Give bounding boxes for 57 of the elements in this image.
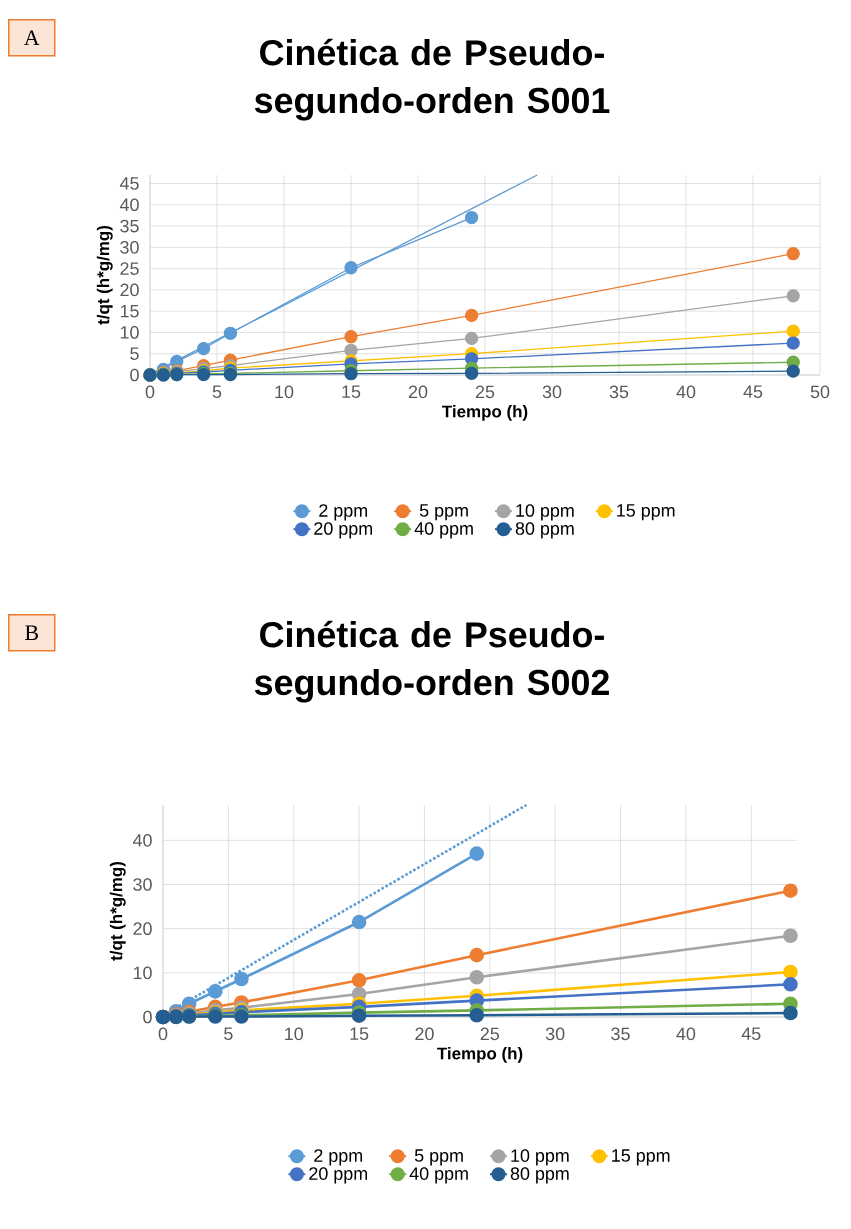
x-tick-label: 50 — [810, 385, 830, 399]
chart-title: Cinética de Pseudo-segundo-orden S002 — [254, 620, 609, 703]
y-tick-label: 40 — [119, 198, 139, 212]
x-tick-label: 5 — [212, 385, 222, 399]
x-tick-label: 25 — [480, 1027, 500, 1041]
legend-label: 20 ppm — [309, 1167, 368, 1184]
x-tick-label: 20 — [415, 1027, 434, 1041]
x-tick-label: 15 — [350, 1027, 369, 1041]
y-tick-label: 15 — [120, 304, 139, 318]
legend-label: 40 ppm — [409, 1167, 468, 1184]
y-tick-label: 10 — [120, 326, 139, 339]
x-tick-label: 10 — [285, 1027, 303, 1041]
text: B — [25, 625, 38, 640]
y-tick-label: 0 — [143, 1010, 152, 1024]
legend-label: 10 ppm — [511, 1149, 569, 1166]
y-tick-label: 30 — [133, 878, 152, 891]
x-tick-label: 35 — [611, 1027, 630, 1041]
x-tick-label: 40 — [676, 385, 696, 399]
x-tick-label: 25 — [475, 385, 495, 399]
x-axis-title: Tiempo (h) — [442, 405, 528, 421]
legend-label: 40 ppm — [414, 522, 473, 539]
x-axis-title: Tiempo (h) — [437, 1047, 523, 1063]
legend-label: 80 ppm — [515, 522, 574, 539]
legend-label: 15 ppm — [612, 1149, 670, 1166]
legend-label: 10 ppm — [516, 504, 574, 521]
x-tick-label: 30 — [545, 1027, 565, 1041]
y-tick-label: 10 — [133, 966, 152, 980]
legend-label: 80 ppm — [510, 1167, 569, 1184]
x-tick-label: 45 — [743, 385, 763, 399]
chart-title: Cinética de Pseudo-segundo-orden S001 — [254, 38, 610, 121]
y-tick-label: 25 — [120, 262, 139, 275]
x-tick-label: 10 — [275, 385, 294, 399]
y-tick-label: 40 — [132, 833, 152, 847]
legend-label: 5 ppm — [414, 1149, 463, 1166]
x-tick-label: 20 — [408, 385, 428, 399]
y-axis-title: t/qt (h*g/mg) — [96, 225, 113, 325]
y-tick-label: 45 — [119, 177, 139, 190]
x-tick-label: 45 — [741, 1027, 761, 1041]
x-tick-label: 5 — [224, 1027, 233, 1041]
text: A — [24, 30, 40, 45]
y-tick-label: 35 — [120, 219, 139, 233]
x-tick-label: 30 — [542, 385, 562, 399]
y-axis-title: t/qt (h*g/mg) — [109, 861, 126, 961]
legend-label: 20 ppm — [314, 522, 372, 539]
legend-label: 15 ppm — [617, 504, 675, 521]
x-tick-label: 40 — [676, 1027, 696, 1041]
legend-label: 5 ppm — [419, 504, 468, 521]
y-tick-label: 30 — [120, 240, 139, 254]
legend-label: 2 ppm — [319, 504, 368, 521]
y-tick-label: 20 — [133, 922, 152, 936]
x-tick-label: 35 — [609, 385, 629, 399]
legend-label: 2 ppm — [314, 1149, 363, 1166]
y-tick-label: 0 — [130, 368, 139, 382]
x-tick-label: 0 — [158, 1027, 168, 1041]
y-tick-label: 20 — [120, 283, 139, 297]
x-tick-label: 15 — [342, 385, 361, 399]
y-tick-label: 5 — [130, 347, 139, 360]
